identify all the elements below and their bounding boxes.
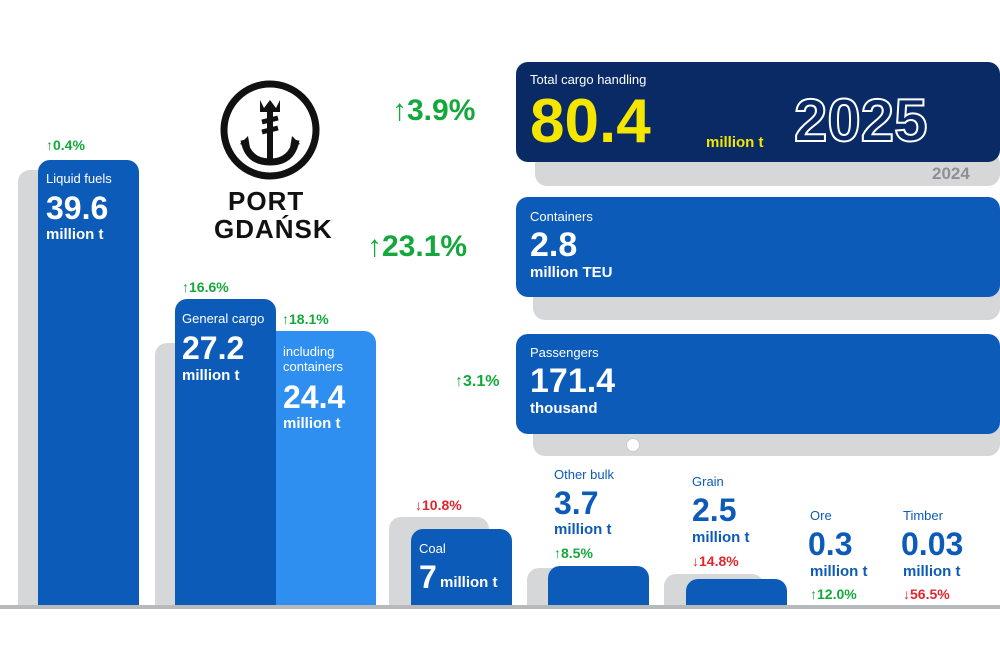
general-cargo-bar — [175, 299, 276, 607]
timber-value: 0.03 — [901, 526, 964, 562]
arrow-down-icon: ↓ — [415, 497, 422, 513]
arrow-up-icon: ↑ — [392, 94, 407, 127]
arrow-up-icon: ↑ — [282, 311, 289, 327]
grain-change: ↓14.8% — [692, 553, 739, 569]
port-logo — [218, 78, 322, 182]
coal-change-value: 10.8% — [422, 497, 462, 513]
including-containers-bar — [276, 331, 376, 607]
including-containers-value: 24.4 — [283, 379, 346, 415]
chart-baseline — [0, 605, 1000, 609]
general-cargo-label: General cargo — [182, 311, 265, 326]
liquid-fuels-bar — [38, 160, 139, 607]
ore-label: Ore — [810, 508, 832, 523]
passengers-panel — [516, 334, 1000, 434]
ore-value: 0.3 — [808, 526, 853, 562]
coal-label: Coal — [419, 541, 446, 556]
ore-change: ↑12.0% — [810, 586, 857, 602]
containers-unit: million TEU — [530, 264, 613, 281]
liquid-fuels-unit: million t — [46, 226, 104, 243]
passengers-value: 171.4 — [530, 362, 616, 400]
total-change-value: 3.9% — [407, 94, 476, 127]
general-cargo-change-value: 16.6% — [189, 279, 229, 295]
arrow-up-icon: ↑ — [810, 586, 817, 602]
other-bulk-change-value: 8.5% — [561, 545, 593, 561]
total-label: Total cargo handling — [530, 72, 647, 87]
ore-change-value: 12.0% — [817, 586, 857, 602]
containers-panel — [516, 197, 1000, 297]
passengers-unit: thousand — [530, 400, 598, 417]
passengers-dot — [626, 438, 640, 452]
liquid-fuels-value: 39.6 — [46, 190, 109, 226]
ore-unit: million t — [810, 563, 868, 580]
logo-text-line2: GDAŃSK — [214, 214, 333, 244]
passengers-change-value: 3.1% — [463, 373, 500, 390]
grain-change-value: 14.8% — [699, 553, 739, 569]
arrow-up-icon: ↑ — [367, 230, 382, 263]
general-cargo-unit: million t — [182, 367, 240, 384]
total-value: 80.4 — [530, 87, 651, 156]
logo-text-line1: PORT — [228, 186, 305, 216]
arrow-up-icon: ↑ — [455, 373, 463, 390]
grain-value: 2.5 — [692, 492, 737, 528]
arrow-down-icon: ↓ — [692, 553, 699, 569]
timber-label: Timber — [903, 508, 943, 523]
arrow-down-icon: ↓ — [903, 586, 910, 602]
containers-value: 2.8 — [530, 226, 578, 264]
timber-change: ↓56.5% — [903, 586, 950, 602]
coal-value: 7 — [419, 559, 437, 595]
other-bulk-label: Other bulk — [554, 467, 614, 482]
anchor-icon — [220, 80, 320, 180]
liquid-fuels-change-value: 0.4% — [53, 137, 85, 153]
general-cargo-value: 27.2 — [182, 330, 245, 366]
passengers-label: Passengers — [530, 345, 599, 360]
including-containers-label-1: including — [283, 344, 335, 359]
prev-year-label: 2024 — [932, 164, 970, 183]
timber-change-value: 56.5% — [910, 586, 950, 602]
coal-bar — [411, 529, 512, 607]
arrow-up-icon: ↑ — [554, 545, 561, 561]
timber-unit: million t — [903, 563, 961, 580]
total-change: ↑3.9% — [392, 94, 475, 128]
including-containers-label-2: containers — [283, 359, 343, 374]
other-bulk-bar — [548, 566, 649, 607]
total-cargo-panel — [516, 62, 1000, 162]
including-containers-change: ↑18.1% — [282, 311, 329, 327]
passengers-change: ↑3.1% — [455, 373, 499, 391]
coal-change: ↓10.8% — [415, 497, 462, 513]
other-bulk-unit: million t — [554, 521, 612, 538]
arrow-up-icon: ↑ — [46, 137, 53, 153]
including-containers-change-value: 18.1% — [289, 311, 329, 327]
containers-label: Containers — [530, 209, 593, 224]
year-label: 2025 — [793, 86, 928, 155]
other-bulk-value: 3.7 — [554, 485, 599, 521]
containers-change-value: 23.1% — [382, 230, 468, 263]
grain-unit: million t — [692, 529, 750, 546]
general-cargo-change: ↑16.6% — [182, 279, 229, 295]
other-bulk-change: ↑8.5% — [554, 545, 593, 561]
including-containers-unit: million t — [283, 415, 341, 432]
containers-change: ↑23.1% — [367, 230, 467, 264]
arrow-up-icon: ↑ — [182, 279, 189, 295]
coal-unit: million t — [440, 574, 498, 591]
liquid-fuels-change: ↑0.4% — [46, 137, 85, 153]
liquid-fuels-label: Liquid fuels — [46, 171, 112, 186]
grain-label: Grain — [692, 474, 724, 489]
grain-bar — [686, 579, 787, 607]
total-unit: million t — [706, 134, 764, 151]
